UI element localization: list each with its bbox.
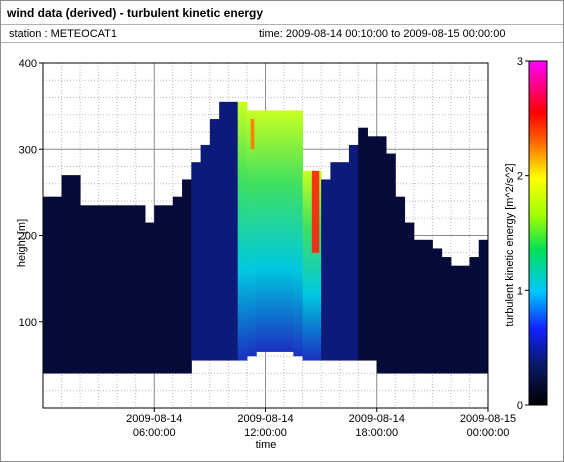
data-column <box>348 144 359 361</box>
data-column <box>376 136 387 374</box>
y-tick-label: 400 <box>19 58 37 70</box>
colorbar-tick-label: 2 <box>517 171 523 183</box>
data-column <box>395 196 406 374</box>
data-column <box>413 239 424 374</box>
heatmap-chart: 100 200 300 400 2009-08-14 06:00:00 2009-08-14… <box>16 56 548 451</box>
data-column <box>172 196 183 374</box>
colorbar <box>528 60 548 406</box>
x-tick-label-time: 12:00:00 <box>244 427 287 439</box>
data-column <box>423 239 433 374</box>
x-tick-label-date: 2009-08-14 <box>349 413 405 425</box>
y-axis-label: height [m] <box>16 219 28 267</box>
data-column <box>80 205 100 374</box>
data-column <box>460 265 470 374</box>
data-column <box>191 162 202 361</box>
data-column <box>98 205 118 374</box>
data-column <box>321 179 331 361</box>
x-axis-label: time <box>256 439 277 451</box>
data-column <box>228 101 239 361</box>
colorbar-tick-label: 3 <box>517 56 523 68</box>
data-column <box>61 175 81 374</box>
x-tick-label-time: 18:00:00 <box>355 427 398 439</box>
data-column <box>367 136 378 361</box>
y-tick-label: 300 <box>19 144 37 156</box>
data-column <box>52 196 63 374</box>
y-tick-label: 100 <box>19 317 37 329</box>
colorbar-tick-label: 1 <box>517 285 523 297</box>
data-column <box>293 110 304 357</box>
time-range-label: time: 2009-08-14 00:10:00 to 2009-08-15 … <box>259 28 506 40</box>
data-column <box>311 170 322 361</box>
data-column <box>182 179 192 374</box>
data-column <box>386 153 396 374</box>
data-column <box>404 222 415 374</box>
peak-tke-cell <box>311 170 320 253</box>
data-column <box>478 239 489 374</box>
x-tick-label-date: 2009-08-15 <box>460 413 516 425</box>
data-column <box>209 119 220 361</box>
header-divider <box>1 24 563 25</box>
data-column <box>117 205 137 374</box>
data-column <box>154 205 165 374</box>
data-column <box>163 205 174 374</box>
chart-title: wind data (derived) - turbulent kinetic … <box>7 6 264 20</box>
data-column <box>469 257 480 374</box>
data-column <box>43 196 53 374</box>
data-column <box>284 110 294 352</box>
x-tick-label-time: 00:00:00 <box>467 427 510 439</box>
data-column <box>237 101 248 361</box>
data-column <box>330 162 341 361</box>
y-tick-label: 200 <box>19 231 37 243</box>
data-column <box>256 110 266 352</box>
x-tick-label-date: 2009-08-14 <box>237 413 293 425</box>
colorbar-tick-label: 0 <box>517 400 523 412</box>
x-tick-label-time: 06:00:00 <box>133 427 176 439</box>
data-column <box>302 170 313 361</box>
data-column <box>219 101 229 361</box>
data-column <box>450 265 461 374</box>
data-column <box>246 110 257 357</box>
data-column <box>200 144 211 361</box>
data-column <box>339 162 350 361</box>
header-divider <box>1 42 563 43</box>
peak-tke-cell <box>250 119 255 150</box>
data-column <box>441 257 452 374</box>
data-column <box>135 205 146 374</box>
data-column <box>274 110 285 352</box>
x-tick-label-date: 2009-08-14 <box>126 413 182 425</box>
data-column <box>265 110 276 352</box>
colorbar-label: turbulent kinetic energy [m^2/s^2] <box>504 163 516 326</box>
data-column <box>144 222 155 374</box>
station-label: station : METEOCAT1 <box>9 28 117 40</box>
data-column <box>358 127 368 361</box>
data-column <box>432 248 443 374</box>
